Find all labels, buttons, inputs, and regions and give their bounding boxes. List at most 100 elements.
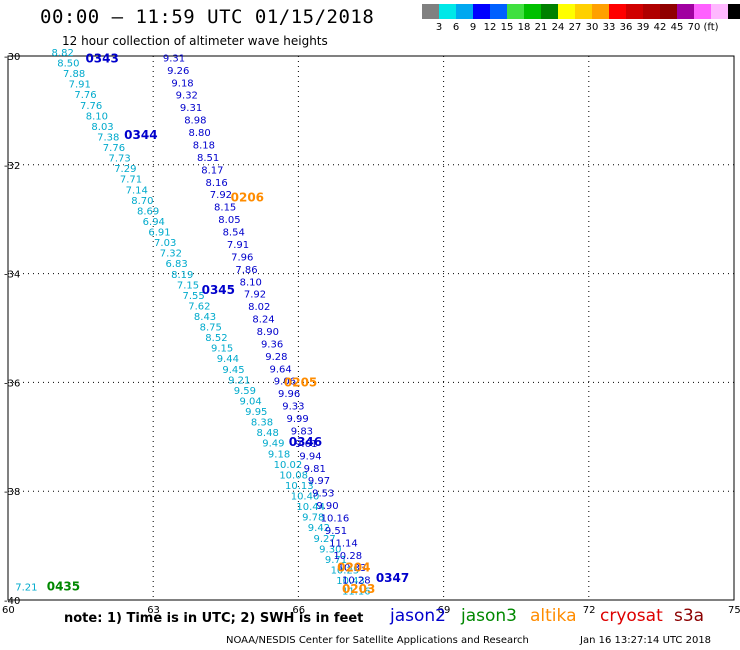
wave-height-value: 10.28 — [333, 551, 362, 562]
latitude-label: -30 — [4, 52, 20, 63]
legend-jason2: jason2 — [390, 606, 446, 626]
longitude-label: 75 — [728, 605, 740, 616]
wave-height-value: 9.42 — [308, 523, 330, 534]
footer-timestamp: Jan 16 13:27:14 UTC 2018 — [580, 635, 712, 646]
wave-height-value: 9.99 — [287, 414, 309, 425]
wave-height-value: 7.88 — [63, 69, 85, 80]
wave-height-value: 7.32 — [160, 249, 182, 260]
legend-swatches — [422, 4, 740, 19]
longitude-label: 60 — [2, 605, 15, 616]
wave-height-value: 8.10 — [86, 111, 108, 122]
pass-number-label: 0203 — [342, 582, 375, 596]
longitude-label: 69 — [438, 605, 451, 616]
legend-tick-label: 21 — [534, 22, 548, 33]
wave-height-value: 8.82 — [52, 48, 74, 59]
legend-tick-label: 27 — [568, 22, 582, 33]
wave-height-value: 8.75 — [200, 323, 222, 334]
legend-swatch — [490, 4, 507, 19]
wave-height-value: 10.25 — [331, 565, 360, 576]
legend-swatch — [677, 4, 694, 19]
wave-height-value: 9.44 — [217, 354, 239, 365]
legend-swatch — [626, 4, 643, 19]
wave-height-value: 9.78 — [302, 513, 324, 524]
wave-height-value: 9.36 — [261, 339, 283, 350]
legend-cryosat: cryosat — [600, 606, 663, 626]
wave-height-value: 6.91 — [148, 228, 170, 239]
wave-height-value: 8.02 — [248, 302, 270, 313]
wave-height-value: 7.38 — [97, 132, 119, 143]
wave-height-value: 9.04 — [239, 396, 261, 407]
wave-height-value: 8.18 — [193, 140, 215, 151]
legend-tick-label: 3 — [435, 22, 443, 33]
wave-height-value: 9.27 — [313, 534, 335, 545]
wave-height-value: 9.32 — [176, 91, 198, 102]
wave-height-value: 8.16 — [206, 178, 228, 189]
longitude-label: 63 — [147, 605, 160, 616]
wave-height-value: 8.10 — [240, 277, 262, 288]
legend-tick-label: 18 — [517, 22, 531, 33]
pass-number-label: 0435 — [47, 579, 80, 593]
wave-height-value: 9.96 — [278, 389, 300, 400]
legend-tick-label: 39 — [636, 22, 650, 33]
legend-tick-labels: 3 6 9 12 15 18 21 24 27 30 33 36 39 42 45 70 (ft) — [422, 22, 740, 36]
wave-height-value: 7.96 — [231, 252, 253, 263]
wave-height-value: 8.98 — [184, 116, 206, 127]
wave-height-value: 7.91 — [227, 240, 249, 251]
wave-height-value: 8.05 — [218, 215, 240, 226]
legend-swatch — [422, 4, 439, 19]
wave-height-value: 6.94 — [143, 217, 165, 228]
legend-tick-label: 24 — [551, 22, 565, 33]
wave-height-value: 9.18 — [171, 78, 193, 89]
legend-swatch — [694, 4, 711, 19]
wave-height-value: 7.86 — [235, 265, 257, 276]
legend-altika: altika — [530, 606, 577, 626]
wave-height-value: 9.59 — [234, 386, 256, 397]
pass-number-label: 0345 — [202, 283, 235, 297]
legend-swatch — [541, 4, 558, 19]
wave-height-value: 7.03 — [154, 238, 176, 249]
wave-height-value: 9.51 — [325, 526, 347, 537]
wave-height-value: 9.61 — [295, 439, 317, 450]
wave-height-value: 9.21 — [228, 375, 250, 386]
wave-height-value: 8.69 — [137, 206, 159, 217]
legend-tick-label: 9 — [469, 22, 477, 33]
wave-height-value: 9.81 — [304, 464, 326, 475]
wave-height-value: 10.16 — [321, 514, 350, 525]
legend-swatch — [711, 4, 728, 19]
wave-height-value: 9.18 — [268, 449, 290, 460]
page-title: 00:00 – 11:59 UTC 01/15/2018 — [40, 6, 375, 28]
wave-height-value: 8.51 — [197, 153, 219, 164]
wave-height-value: 7.21 — [15, 582, 37, 593]
wave-height-value: 7.92 — [244, 290, 266, 301]
legend-swatch — [728, 4, 740, 19]
wave-height-value: 9.06 — [274, 377, 296, 388]
legend-tick-label: 12 — [483, 22, 497, 33]
wave-height-value: 9.64 — [269, 364, 291, 375]
legend-swatch — [456, 4, 473, 19]
latitude-label: -36 — [4, 378, 20, 389]
legend-tick-label: 33 — [602, 22, 616, 33]
wave-height-value: 8.19 — [171, 270, 193, 281]
wave-height-value: 7.55 — [183, 291, 205, 302]
wave-height-value: 8.48 — [257, 428, 279, 439]
wave-height-value: 8.17 — [201, 165, 223, 176]
footer-credit: NOAA/NESDIS Center for Satellite Applica… — [226, 635, 529, 646]
wave-height-value: 11.14 — [329, 538, 358, 549]
wave-height-value: 8.50 — [57, 59, 79, 70]
wave-height-value: 9.15 — [211, 344, 233, 355]
wave-height-value: 7.91 — [69, 80, 91, 91]
wave-height-value: 9.53 — [312, 489, 334, 500]
legend-tick-label: 45 — [670, 22, 684, 33]
wave-height-value: 9.71 — [325, 555, 347, 566]
pass-number-label: 0346 — [289, 435, 322, 449]
pass-number-label: 0204 — [337, 560, 370, 574]
legend-tick-label: 30 — [585, 22, 599, 33]
wave-height-value: 7.92 — [210, 190, 232, 201]
wave-height-value: 9.45 — [222, 365, 244, 376]
wave-height-value: 7.71 — [120, 175, 142, 186]
legend-tick-label: (ft) — [703, 22, 719, 33]
legend-swatch — [609, 4, 626, 19]
wave-height-value: 7.76 — [80, 101, 102, 112]
longitude-label: 66 — [292, 605, 305, 616]
